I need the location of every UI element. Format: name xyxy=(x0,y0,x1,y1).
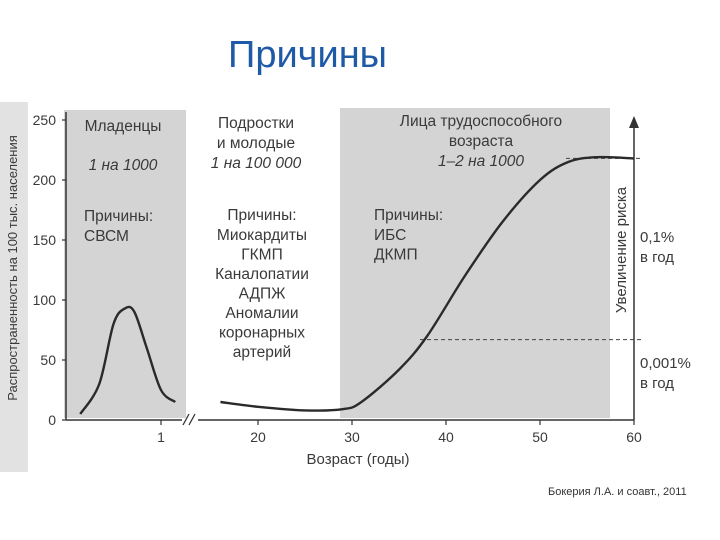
risk-axis-label: Увеличение риска xyxy=(613,186,630,313)
main-curve xyxy=(220,155,635,412)
region-cause-item: Каналопатии xyxy=(215,266,309,283)
region-cause-item: Аномалии xyxy=(225,305,298,322)
region-heading: Лица трудоспособного xyxy=(400,113,562,130)
source-credit: Бокерия Л.А. и соавт., 2011 xyxy=(548,486,687,498)
infant-panel-shade xyxy=(64,110,186,418)
x-tick-label: 40 xyxy=(438,429,454,445)
region-cause-item: ГКМП xyxy=(241,247,282,264)
x-axis-label: Возраст (годы) xyxy=(307,451,410,468)
x-tick-label: 50 xyxy=(532,429,548,445)
chart: 0 50 100 150 200 250 1 20 30 40 50 60 Младенцы 1 на … xyxy=(0,102,691,472)
y-tick-label: 50 xyxy=(40,352,56,368)
region-cause-item: коронарных xyxy=(219,325,305,342)
risk-high-label: в год xyxy=(640,249,674,266)
region-cause-item: Миокардиты xyxy=(217,227,307,244)
region-incidence: 1 на 100 000 xyxy=(211,155,302,172)
slide-title: Причины xyxy=(228,34,387,76)
x-tick-label: 1 xyxy=(157,429,165,445)
y-axis-label: Распространенность на 100 тыс. населения xyxy=(5,135,20,401)
axis-break-icon xyxy=(182,413,196,426)
y-tick-label: 100 xyxy=(33,292,57,308)
region-cause-item: артерий xyxy=(233,344,291,361)
region-heading: и молодые xyxy=(217,135,295,152)
x-tick-label: 30 xyxy=(344,429,360,445)
y-tick-label: 0 xyxy=(48,412,56,428)
risk-high-label: 0,1% xyxy=(640,229,674,246)
risk-arrow-icon xyxy=(629,116,639,128)
x-tick-label: 60 xyxy=(626,429,642,445)
region-cause-item: АДПЖ xyxy=(239,286,286,303)
region-heading: возраста xyxy=(449,133,514,150)
y-tick-label: 200 xyxy=(33,172,57,188)
y-tick-label: 250 xyxy=(33,112,57,128)
region-causes-label: Причины: xyxy=(227,207,296,224)
risk-low-label: в год xyxy=(640,375,674,392)
region-causes-label: Причины: xyxy=(84,208,153,225)
infant-curve xyxy=(79,305,177,415)
x-tick-label: 20 xyxy=(250,429,266,445)
ylabel-band-shade xyxy=(0,102,28,472)
region-incidence: 1–2 на 1000 xyxy=(438,153,524,170)
region-heading: Младенцы xyxy=(85,118,162,135)
risk-low-label: 0,001% xyxy=(640,355,691,372)
region-cause-item: СВСМ xyxy=(84,228,129,245)
region-heading: Подростки xyxy=(218,115,294,132)
region-incidence: 1 на 1000 xyxy=(89,157,158,174)
region-cause-item: ИБС xyxy=(374,227,406,244)
y-tick-label: 150 xyxy=(33,232,57,248)
adult-panel-shade xyxy=(340,108,610,418)
region-causes-label: Причины: xyxy=(374,207,443,224)
region-cause-item: ДКМП xyxy=(374,247,418,264)
